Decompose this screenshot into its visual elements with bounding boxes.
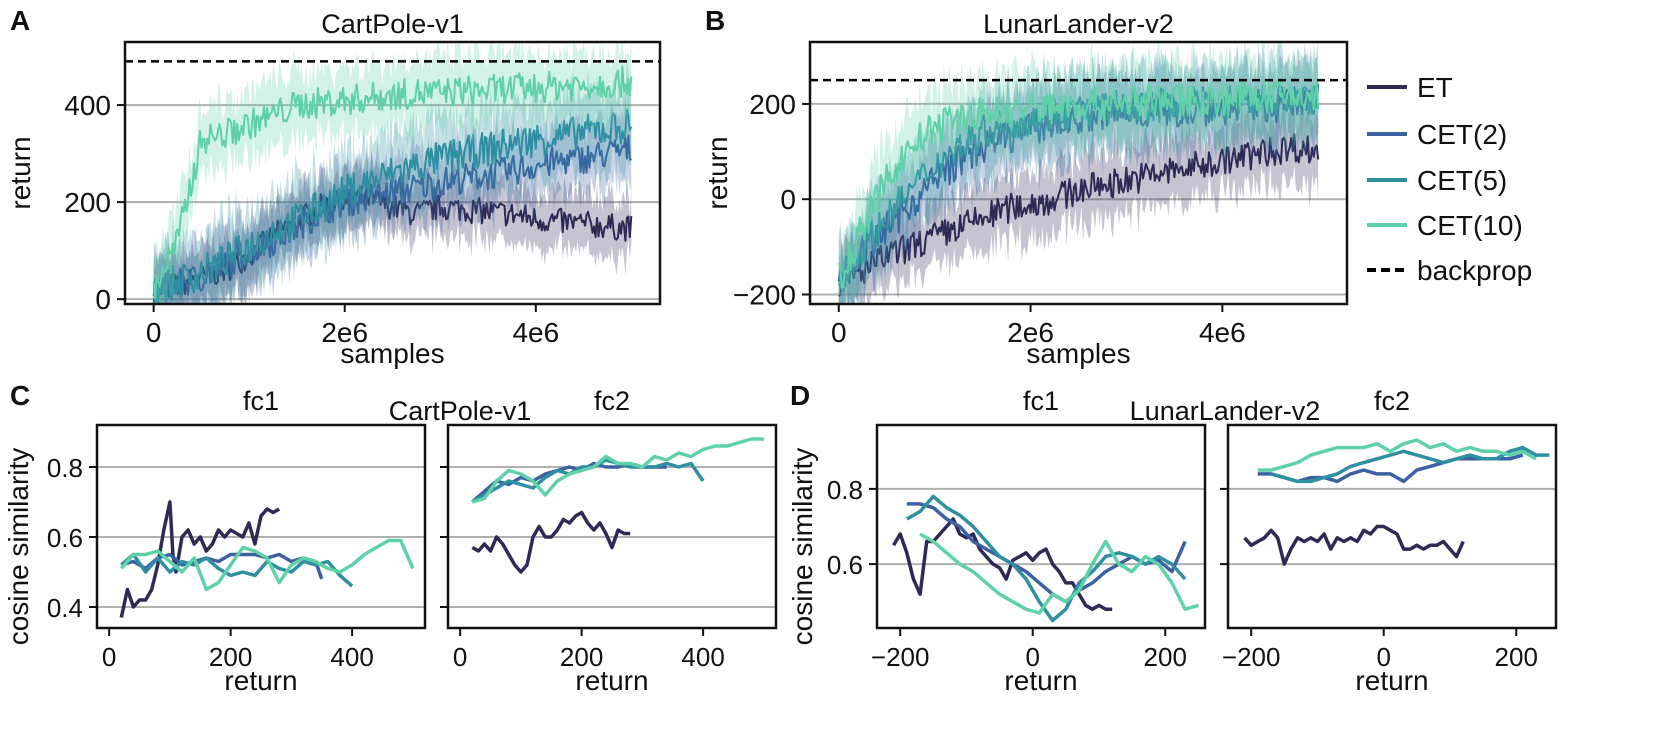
series-line-cet-5-b (837, 83, 1320, 292)
panel-c2: 0 200 400 fc2 return (440, 386, 778, 696)
x-tick-label-a-0: 0 (146, 317, 162, 348)
x-axis-label-c2: return (575, 665, 648, 696)
y-tick-label-a-1: 200 (64, 187, 111, 218)
band-et-a (153, 149, 632, 304)
x-axis-label-d1: return (1004, 665, 1077, 696)
plot-area-c2 (471, 437, 764, 574)
x-tick-label-d2-1: 0 (1376, 642, 1390, 672)
panel-title-a: CartPole-v1 (321, 9, 464, 39)
panel-letter-d1: D (790, 380, 810, 411)
x-tick-label-d2-2: 200 (1495, 642, 1538, 672)
y-axis-label-d1: cosine similarity (787, 448, 818, 646)
legend-label-et: ET (1417, 72, 1453, 103)
y-axis-label-c1: cosine similarity (3, 448, 34, 646)
x-tick-label-b-0: 0 (831, 317, 847, 348)
panel-title-d1: fc1 (1023, 386, 1059, 416)
series-line-et-b (838, 133, 1320, 298)
panel-letter-a: A (10, 5, 30, 36)
axes-frame-a (123, 40, 662, 306)
y-tick-label-a-2: 400 (64, 90, 111, 121)
y-tick-label-c1-2: 0.8 (47, 453, 83, 483)
x-axis-label-a: samples (340, 338, 444, 369)
band-et-b (838, 98, 1319, 304)
x-tick-label-c1-1: 200 (209, 642, 252, 672)
series-line-cet-2-c2 (471, 461, 667, 504)
axes-frame-c1 (95, 423, 427, 630)
panel-d2: −200 0 200 fc2 return (1220, 386, 1558, 696)
axes-frame-c2 (446, 423, 778, 630)
legend-label-cet2: CET(2) (1417, 119, 1507, 150)
x-tick-label-d1-1: 0 (1025, 642, 1039, 672)
x-tick-label-a-1: 2e6 (321, 317, 368, 348)
series-line-cet-5-d2 (1270, 445, 1550, 484)
series-line-cet-5-c1 (120, 552, 354, 588)
y-tick-label-b-1: 0 (780, 184, 796, 215)
x-tick-label-c1-0: 0 (102, 642, 116, 672)
panel-title-c2: fc2 (594, 386, 630, 416)
plot-area-d2 (1243, 438, 1550, 566)
panel-letter-b: B (705, 5, 725, 36)
series-line-cet-10-c1 (119, 538, 415, 592)
x-tick-label-c2-0: 0 (453, 642, 467, 672)
y-axis-label-a: return (5, 136, 36, 209)
series-line-cet-10-b (837, 79, 1320, 290)
x-tick-label-c2-1: 200 (560, 642, 603, 672)
y-tick-label-a-0: 0 (95, 284, 111, 315)
x-axis-label-c1: return (224, 665, 297, 696)
legend-label-cet5: CET(5) (1417, 165, 1507, 196)
legend: ET CET(2) CET(5) CET(10) backprop (1367, 72, 1532, 286)
x-tick-label-c2-2: 400 (681, 642, 724, 672)
series-line-cet-10-a (152, 65, 633, 299)
x-tick-label-a-2: 4e6 (512, 317, 559, 348)
series-line-et-c1 (119, 500, 281, 618)
x-tick-label-b-1: 2e6 (1007, 317, 1054, 348)
group-title-d: LunarLander-v2 (1130, 396, 1321, 426)
legend-label-backprop: backprop (1417, 255, 1532, 286)
x-tick-label-d1-2: 200 (1144, 642, 1187, 672)
x-tick-label-c1-2: 400 (330, 642, 373, 672)
series-line-et-d2 (1243, 524, 1465, 566)
panel-title-d2: fc2 (1374, 386, 1410, 416)
panel-title-b: LunarLander-v2 (983, 9, 1174, 39)
panel-a: 0 2e6 4e6 0 200 400 CartPole-v1 samples return A (5, 5, 662, 369)
series-line-et-c2 (471, 510, 631, 574)
series-line-cet-10-c2 (471, 437, 764, 504)
y-tick-label-d1-0: 0.6 (827, 550, 863, 580)
x-tick-label-d1-0: −200 (871, 642, 930, 672)
x-axis-label-b: samples (1026, 338, 1130, 369)
y-tick-label-b-2: 200 (749, 89, 796, 120)
x-tick-label-b-2: 4e6 (1199, 317, 1246, 348)
legend-label-cet10: CET(10) (1417, 210, 1523, 241)
series-line-cet-5-d1 (905, 494, 1187, 623)
axes-frame-d2 (1226, 423, 1558, 630)
panel-b: 0 2e6 4e6 −200 0 200 LunarLander-v2 samples retu… (702, 5, 1349, 369)
x-tick-label-d2-0: −200 (1222, 642, 1281, 672)
y-tick-label-d1-1: 0.8 (827, 475, 863, 505)
group-title-c: CartPole-v1 (389, 396, 532, 426)
panel-d1: −200 0 200 0.6 0.8 fc1 return cosine similarity… (787, 380, 1207, 696)
y-tick-label-c1-1: 0.6 (47, 523, 83, 553)
y-axis-label-b: return (702, 136, 733, 209)
axes-frame-d1 (875, 423, 1207, 630)
series-line-cet-10-d2 (1257, 438, 1537, 472)
panel-title-c1: fc1 (243, 386, 279, 416)
y-tick-label-b-0: −200 (733, 279, 796, 310)
panel-letter-c1: C (10, 380, 30, 411)
series-line-cet-5-a (152, 109, 633, 304)
plot-area-c1 (119, 500, 415, 618)
plot-area-d1 (892, 494, 1199, 623)
plot-area-a (152, 42, 633, 304)
y-tick-label-c1-0: 0.4 (47, 593, 83, 623)
panel-c1: 0 200 400 0.4 0.6 0.8 fc1 return cosine similari… (3, 380, 427, 696)
axes-frame-b (808, 40, 1349, 306)
series-line-cet-10-d1 (919, 532, 1199, 615)
x-axis-label-d2: return (1355, 665, 1428, 696)
plot-area-b (837, 42, 1320, 304)
